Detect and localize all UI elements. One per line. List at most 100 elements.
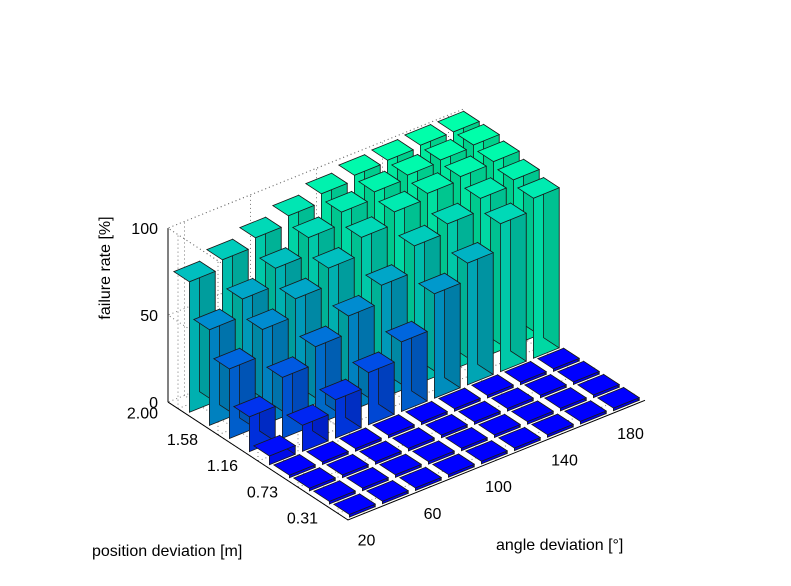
bar-top [371,414,416,436]
bar-top [456,123,501,146]
bar [530,413,575,438]
bar-top [304,172,349,195]
bar-top [192,308,237,331]
bar-top [424,414,469,436]
bar-top [378,453,423,476]
bar [252,434,297,466]
bar [365,479,410,505]
bar-top [238,216,283,239]
bar-top [305,440,350,463]
bar-top [576,373,621,396]
bar-top [516,177,561,199]
z-axis-label: failure rate [%] [97,216,114,319]
bar-face [510,202,527,362]
bar-top [291,216,336,239]
bar [424,413,469,439]
bar-top [470,374,515,396]
bar-top [344,216,389,238]
x-tick-label: 20 [358,532,376,549]
bar-top [370,139,415,161]
bar-top [172,260,217,283]
bar-top [464,440,509,462]
bar-top [384,320,429,343]
bar [523,373,568,399]
y-tick-label: 0.73 [247,484,278,501]
y-tick-label: 1.58 [167,432,198,449]
bar [483,202,528,373]
bar-top [430,202,475,225]
y-tick-label: 2.00 [127,406,158,423]
bar-top [351,351,396,374]
bar [437,387,482,412]
bar-top [477,413,522,436]
bar [464,439,509,465]
bar-top [596,387,641,409]
bar-top [563,400,608,422]
bar [358,440,403,465]
bar-top [457,400,502,423]
x-axis-label: angle deviation [°] [496,537,623,554]
bar [457,400,502,425]
bar-top [444,427,489,449]
bar [490,387,535,412]
bar-top [483,202,528,225]
bar [378,453,423,478]
bar-top [364,264,409,286]
y-axis-label: position deviation [m] [92,543,242,560]
bar-top [410,172,455,194]
bar-top [318,378,363,401]
bar-top [450,242,495,264]
x-tick-label: 180 [617,426,644,443]
bar-top [490,387,535,409]
z-tick-label: 100 [131,221,158,238]
bar [325,453,370,479]
bar [312,480,357,505]
bar-top [497,426,542,449]
bar-top [252,434,297,457]
bar [543,386,588,412]
bar-top [345,467,390,489]
bar-face [543,176,560,349]
bars [172,110,641,518]
bar-top [357,170,402,193]
x-tick-label: 60 [424,506,442,523]
bar [311,246,356,400]
bar-face [477,241,494,376]
bar-top [397,224,442,247]
bar-top [523,374,568,396]
bar [305,440,350,466]
bar [510,400,555,425]
bar-top [437,387,482,410]
bar-top [311,247,356,269]
bar-top [338,427,383,450]
bar [351,351,396,426]
bar [450,241,495,386]
bar [285,403,330,452]
bar [391,427,436,452]
axis-floor-edges [167,399,646,521]
bar-top [292,467,337,489]
bar [556,360,601,386]
bar-top [377,190,422,213]
bar [503,360,548,386]
bar-top [503,361,548,383]
bar [477,413,522,439]
bar-top [332,493,377,515]
bar-top [391,427,436,449]
bar-top [398,466,443,489]
bar-top [232,395,277,418]
bar [232,395,277,453]
bar [576,373,621,399]
bar-top [476,140,521,163]
bar-top [225,277,270,300]
bar [292,466,337,492]
bar-face [444,272,461,389]
bar [384,320,429,413]
bar-top [271,194,316,217]
bar [318,378,363,439]
bar-top [436,110,481,133]
bar [411,440,456,465]
bar [332,493,377,518]
tick-labels: 0 50 100 20 60 100 140 180 0.31 0.73 1.16 1.58 2.00 [127,221,644,549]
